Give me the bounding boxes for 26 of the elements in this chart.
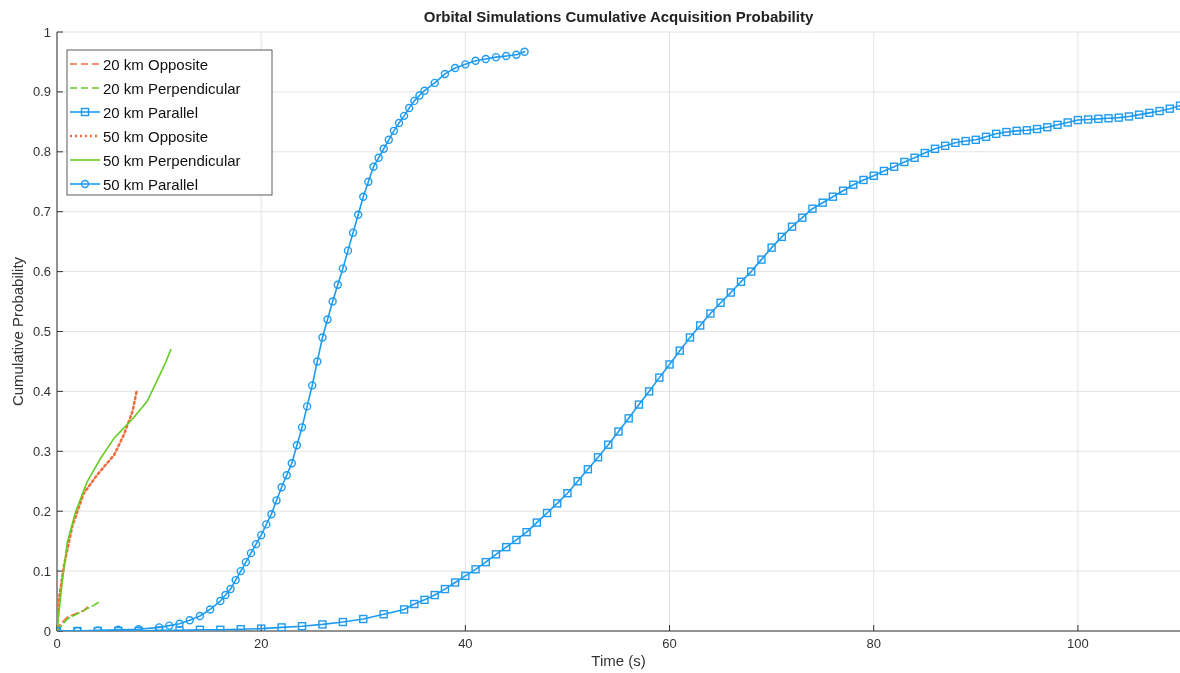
y-axis-title: Cumulative Probability: [9, 256, 26, 407]
legend-label: 50 km Perpendicular: [103, 151, 241, 169]
y-tick-label: 0.8: [32, 144, 51, 160]
chart-title: Orbital Simulations Cumulative Acquisition Probability: [423, 8, 814, 25]
y-tick-label: 0.5: [32, 324, 51, 339]
y-tick-label: 0: [43, 623, 51, 639]
y-tick-label: 0.6: [32, 264, 51, 280]
y-tick-label: 0.1: [32, 563, 51, 579]
legend-label: 50 km Opposite: [103, 127, 209, 145]
x-tick-label: 80: [866, 636, 881, 651]
x-tick-label: 20: [253, 636, 269, 651]
y-tick-label: 0.2: [32, 503, 51, 519]
y-tick-label: 0.4: [32, 383, 51, 399]
legend-label: 20 km Perpendicular: [103, 79, 241, 97]
x-tick-label: 40: [458, 636, 473, 651]
x-tick-label: 0: [53, 636, 61, 651]
x-tick-label: 60: [662, 636, 677, 651]
y-tick-label: 1: [43, 24, 51, 40]
x-tick-label: 100: [1067, 636, 1089, 651]
y-tick-label: 0.9: [32, 84, 51, 100]
y-tick-label: 0.7: [32, 204, 51, 220]
x-axis-title: Time (s): [591, 652, 646, 669]
legend-label: 20 km Parallel: [103, 103, 199, 121]
legend-label: 20 km Opposite: [103, 55, 209, 73]
y-tick-label: 0.3: [32, 443, 51, 459]
legend-label: 50 km Parallel: [103, 175, 199, 193]
